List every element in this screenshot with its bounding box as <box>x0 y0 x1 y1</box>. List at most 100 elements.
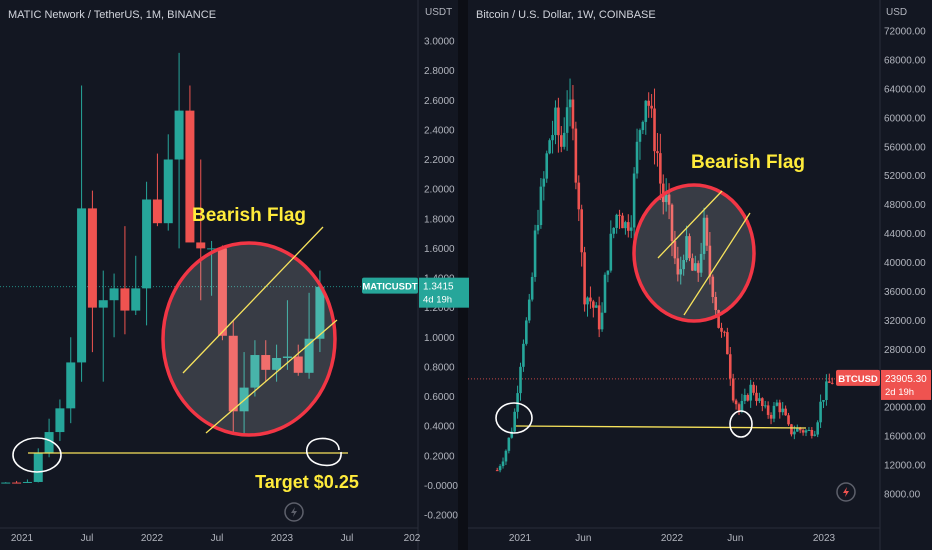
price-tick-label: 0.6000 <box>424 392 455 403</box>
candle-body <box>261 355 271 370</box>
candle-body <box>510 431 514 438</box>
candle-body <box>586 297 589 305</box>
candle-body <box>775 402 779 406</box>
price-tick-label: -0.2000 <box>424 511 458 522</box>
candle-body <box>746 394 750 401</box>
candle-body <box>758 398 761 401</box>
candle-body <box>714 296 717 311</box>
price-tick-label: 0.8000 <box>424 362 455 373</box>
candle-body <box>109 288 119 301</box>
price-tick-label: 3.0000 <box>424 37 455 48</box>
candle-body <box>507 437 511 451</box>
candle-body <box>769 414 773 419</box>
candle-body <box>696 263 700 273</box>
time-tick-label: Jul <box>341 533 354 544</box>
candle-body <box>562 132 566 147</box>
candle-body <box>819 401 822 423</box>
candle-body <box>787 415 790 425</box>
candle-body <box>513 411 516 432</box>
candle-body <box>801 430 805 433</box>
price-tick-label: 12000.00 <box>884 461 926 472</box>
candle-body <box>577 182 581 210</box>
candle-body <box>12 482 22 484</box>
price-tick-label: 64000.00 <box>884 84 926 95</box>
candle-body <box>644 100 648 122</box>
candle-body <box>282 356 292 358</box>
price-tick-label: 1.8000 <box>424 214 455 225</box>
candle-body <box>702 217 706 254</box>
candle-body <box>597 305 601 330</box>
candle-body <box>539 186 543 226</box>
candle-body <box>495 470 499 472</box>
candle-body <box>720 327 723 332</box>
candle-body <box>673 241 677 259</box>
btc-support-line <box>515 425 807 429</box>
candle-body <box>120 288 130 311</box>
left-chart-title: MATIC Network / TetherUS, 1M, BINANCE <box>8 9 217 21</box>
candle-body <box>580 209 583 253</box>
candle-body <box>761 398 764 407</box>
candle-body <box>315 286 325 339</box>
matic-plot-area <box>0 52 418 484</box>
candle-body <box>554 107 557 136</box>
candle-body <box>659 153 662 184</box>
candle-body <box>557 107 560 136</box>
candle-body <box>656 151 659 154</box>
candle-body <box>498 466 502 471</box>
lightning-bolt-icon <box>291 507 297 517</box>
candle-body <box>142 199 152 289</box>
target-circle-right <box>305 437 342 467</box>
candle-body <box>670 204 674 242</box>
candle-body <box>548 140 551 154</box>
price-tick-label: 1.0000 <box>424 333 455 344</box>
candle-body <box>568 99 572 108</box>
candle-body <box>679 269 683 275</box>
candle-body <box>740 400 744 411</box>
candle-body <box>795 427 799 432</box>
candle-body <box>635 141 639 174</box>
target-label: Target $0.25 <box>255 472 359 492</box>
bearish-flag-ellipse-btc <box>632 183 756 323</box>
candle-body <box>694 263 697 271</box>
price-tick-label: 20000.00 <box>884 403 926 414</box>
candle-body <box>33 452 43 482</box>
candle-body <box>196 242 206 249</box>
candle-body <box>519 366 522 394</box>
bearish-flag-label-right: Bearish Flag <box>691 152 805 173</box>
btc-flag-upper-trendline <box>657 190 723 259</box>
candle-body <box>304 338 314 373</box>
left-chart-unit: USDT <box>425 7 453 18</box>
candle-body <box>825 381 828 401</box>
candle-body <box>522 343 525 367</box>
time-tick-label: 2022 <box>661 533 684 544</box>
price-tag <box>419 277 469 308</box>
candle-body <box>766 405 770 415</box>
lightning-bolt-icon <box>843 487 849 497</box>
candle-body <box>98 300 108 308</box>
price-tick-label: 56000.00 <box>884 142 926 153</box>
candle-body <box>618 214 621 216</box>
panel-divider <box>458 0 468 550</box>
candle-body <box>621 215 624 229</box>
candle-body <box>676 258 680 275</box>
candle-body <box>804 430 808 433</box>
candle-body <box>609 233 613 271</box>
candle-body <box>731 378 735 401</box>
time-tick-label: Jul <box>211 533 224 544</box>
candle-body <box>624 222 627 229</box>
candle-body <box>228 335 238 412</box>
candle-body <box>828 381 831 383</box>
candle-body <box>592 301 595 308</box>
candle-body <box>798 427 802 431</box>
candle-body <box>615 214 618 228</box>
price-tick-label: 2.0000 <box>424 185 455 196</box>
candle-body <box>752 384 755 393</box>
candle-body <box>55 408 65 433</box>
price-tick-label: 60000.00 <box>884 113 926 124</box>
bearish-flag-label-left: Bearish Flag <box>192 205 306 226</box>
candle-body <box>504 450 508 462</box>
candle-body <box>682 260 685 270</box>
matic-price-label: MATICUSDT 1.3415 4d 19h <box>362 277 469 308</box>
candle-body <box>763 405 767 407</box>
candle-body <box>207 248 217 250</box>
